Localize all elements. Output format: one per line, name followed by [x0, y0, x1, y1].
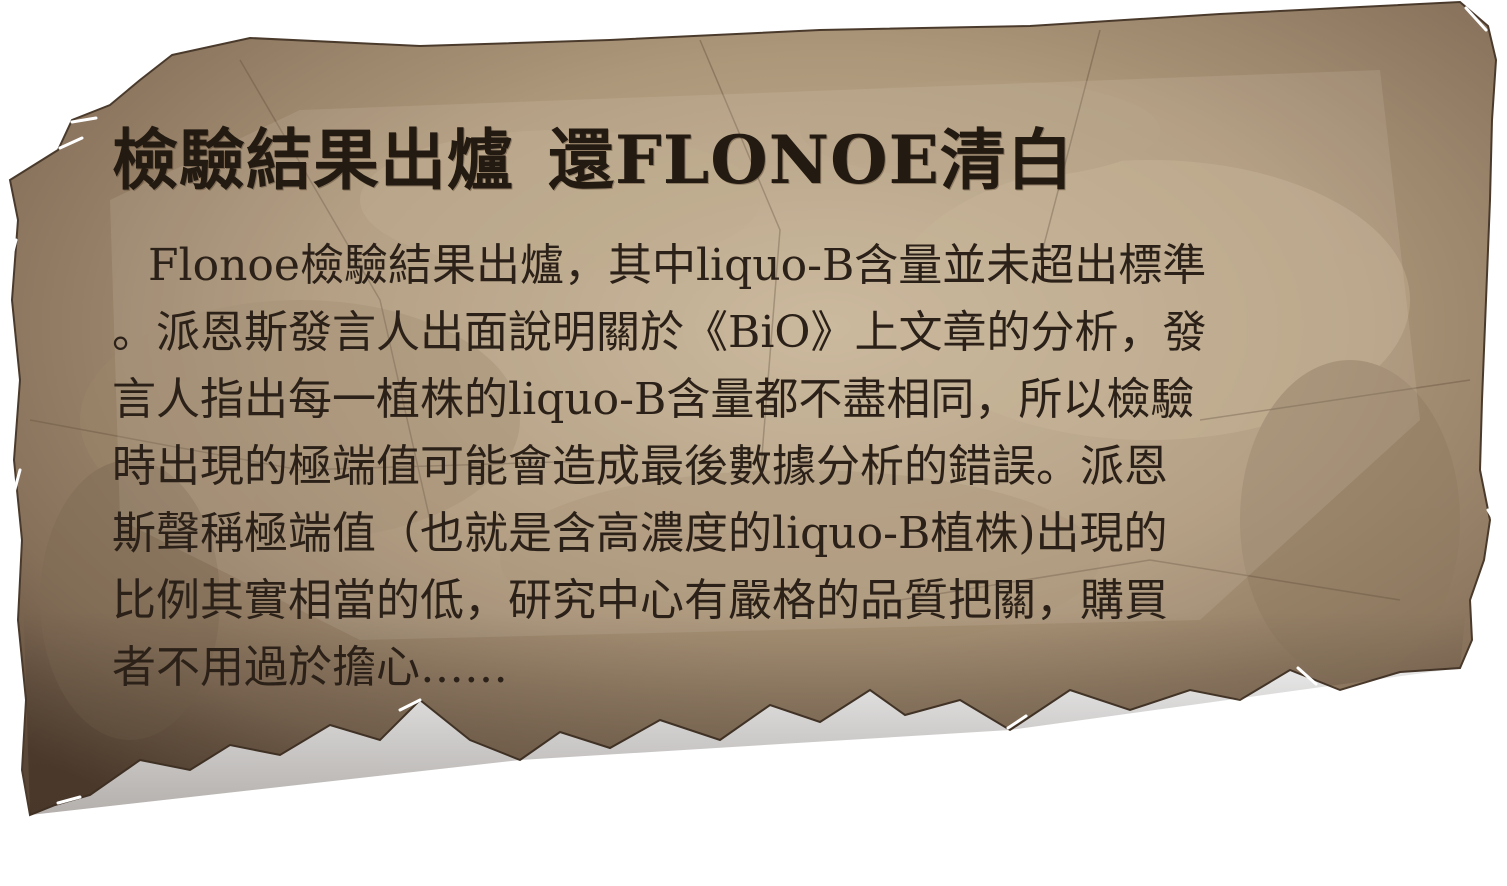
article-body: Flonoe檢驗結果出爐，其中liquo-B含量並未超出標準 。派恩斯發言人出面…: [112, 232, 1437, 701]
body-line: 比例其實相當的低，研究中心有嚴格的品質把關，購買: [112, 575, 1168, 626]
article-headline: 檢驗結果出爐 還FLONOE清白: [112, 120, 1074, 200]
body-line: 者不用過於擔心……: [112, 642, 508, 693]
headline-part-2: 還FLONOE清白: [548, 121, 1074, 199]
body-line: 。派恩斯發言人出面說明關於《BiO》上文章的分析，發: [112, 307, 1207, 358]
body-line: 時出現的極端值可能會造成最後數據分析的錯誤。派恩: [112, 441, 1168, 492]
body-line: 言人指出每一植株的liquo-B含量都不盡相同，所以檢驗: [112, 374, 1195, 425]
body-line: Flonoe檢驗結果出爐，其中liquo-B含量並未超出標準: [148, 240, 1207, 291]
body-line: 斯聲稱極端值（也就是含高濃度的liquo-B植株)出現的: [112, 508, 1168, 559]
headline-part-1: 檢驗結果出爐: [112, 121, 514, 199]
torn-fibers: [6, 6, 1502, 805]
